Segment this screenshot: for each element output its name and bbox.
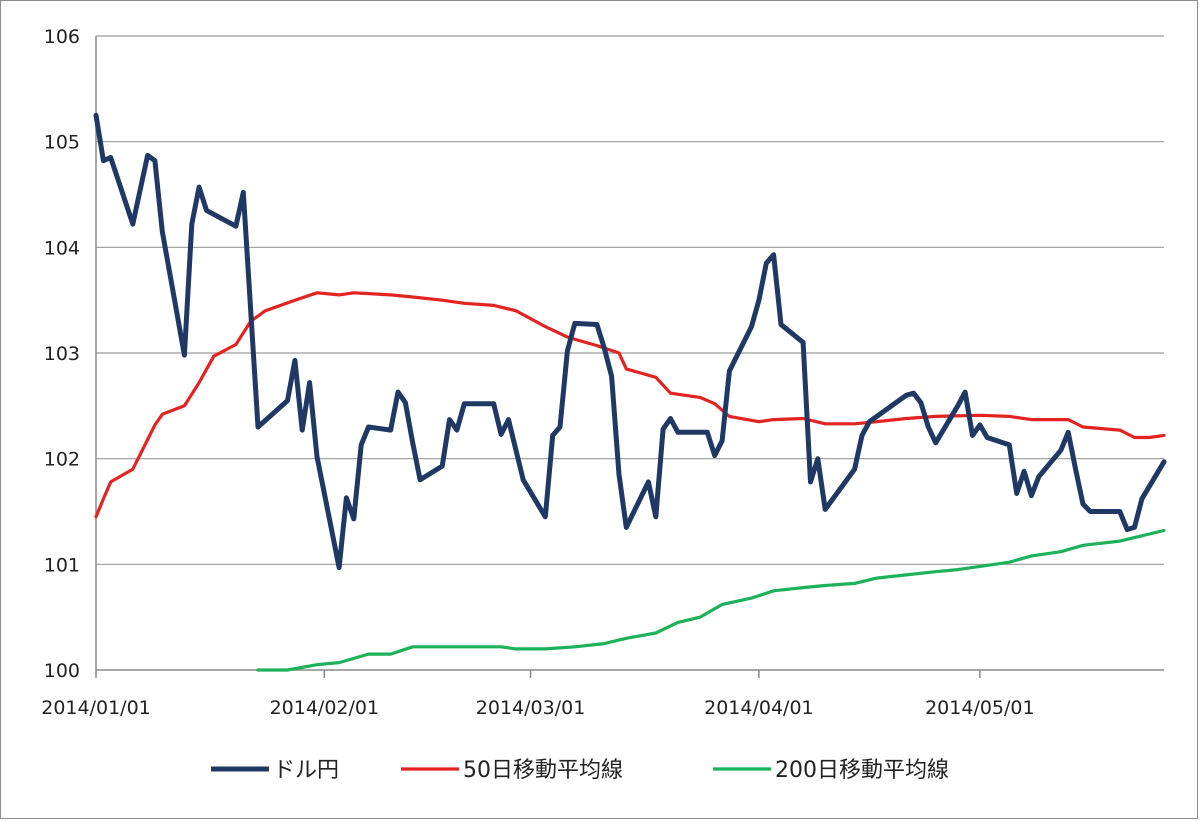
y-tick-label: 105 <box>44 132 80 154</box>
x-tick-label: 2014/04/01 <box>704 697 814 719</box>
legend-label: ドル円 <box>273 758 339 783</box>
x-tick-label: 2014/01/01 <box>41 697 151 719</box>
y-tick-label: 103 <box>44 343 80 365</box>
series-line-0 <box>93 112 1167 570</box>
y-tick-label: 106 <box>44 26 80 48</box>
y-tick-label: 100 <box>44 660 80 682</box>
x-tick-label: 2014/05/01 <box>925 697 1035 719</box>
grid-lines <box>96 35 1164 565</box>
y-tick-label: 102 <box>44 449 80 471</box>
series-line-1 <box>94 291 1166 519</box>
series-line-2 <box>256 528 1166 672</box>
x-tick-label: 2014/02/01 <box>270 697 380 719</box>
x-axis-ticks: 2014/01/01 2014/02/01 2014/03/01 2014/04/01… <box>41 670 1035 719</box>
legend-label: 200日移動平均線 <box>775 758 949 783</box>
y-tick-label: 101 <box>44 554 80 576</box>
series-lines <box>93 112 1167 672</box>
y-tick-label: 104 <box>44 237 80 259</box>
legend: ドル円 50日移動平均線 200日移動平均線 <box>211 758 949 783</box>
x-tick-label: 2014/03/01 <box>476 697 586 719</box>
legend-label: 50日移動平均線 <box>463 758 623 783</box>
y-axis-ticks: 100 101 102 103 104 105 106 <box>44 26 80 682</box>
